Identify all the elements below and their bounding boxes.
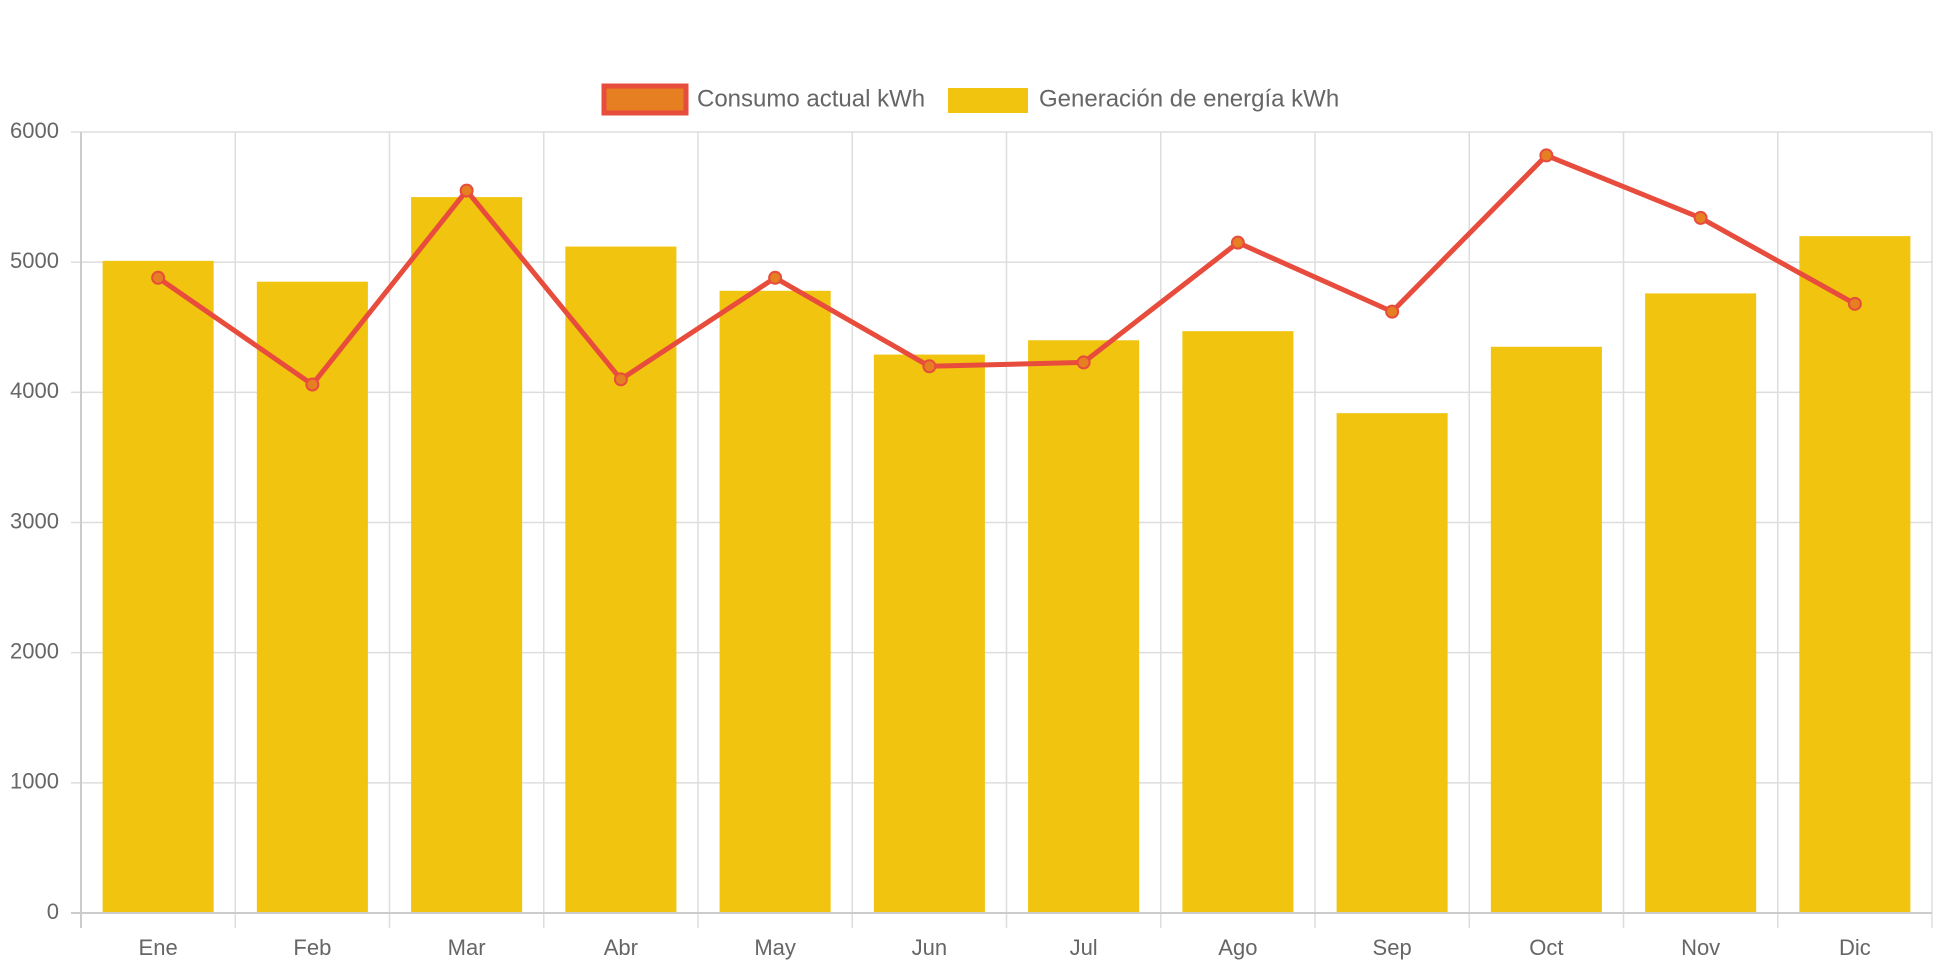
x-tick-label-dic: Dic <box>1839 935 1871 960</box>
point-nov <box>1693 210 1708 225</box>
bar-may <box>719 290 831 913</box>
x-tick-label-oct: Oct <box>1529 935 1563 960</box>
y-tick-label: 1000 <box>10 769 59 794</box>
x-tick-label-abr: Abr <box>604 935 638 960</box>
point-dic <box>1847 296 1862 311</box>
bar-sep <box>1336 413 1448 913</box>
bar-mar <box>411 197 523 914</box>
x-tick-label-mar: Mar <box>448 935 486 960</box>
y-tick-label: 3000 <box>10 508 59 533</box>
legend-item-consumo[interactable]: Consumo actual kWh <box>601 83 925 116</box>
point-ene <box>151 270 166 285</box>
bar-dic <box>1799 236 1911 914</box>
x-tick-label-ago: Ago <box>1218 935 1257 960</box>
legend-item-generacion[interactable]: Generación de energía kWh <box>948 85 1339 113</box>
bar-nov <box>1645 293 1757 913</box>
point-may <box>768 270 783 285</box>
bar-feb <box>256 281 368 914</box>
grid <box>71 131 1933 928</box>
y-tick-label: 4000 <box>10 378 59 403</box>
consumo-line <box>156 152 1857 388</box>
point-abr <box>613 372 628 387</box>
point-sep <box>1385 304 1400 319</box>
bar-jul <box>1028 340 1140 913</box>
bar-abr <box>565 246 677 914</box>
point-oct <box>1539 148 1554 163</box>
y-tick-label: 0 <box>47 899 59 924</box>
x-tick-label-feb: Feb <box>293 935 331 960</box>
point-jul <box>1076 355 1091 370</box>
x-tick-label-nov: Nov <box>1681 935 1720 960</box>
point-jun <box>922 359 937 374</box>
x-tick-label-jul: Jul <box>1070 935 1098 960</box>
x-tick-label-ene: Ene <box>139 935 178 960</box>
point-mar <box>459 183 474 198</box>
x-tick-label-sep: Sep <box>1373 935 1412 960</box>
legend-swatch-generacion <box>948 88 1028 113</box>
y-tick-label: 6000 <box>10 118 59 143</box>
bar-series <box>102 197 1911 914</box>
bar-jun <box>873 354 985 914</box>
point-ago <box>1230 235 1245 250</box>
line-series <box>151 148 1862 392</box>
bar-ene <box>102 260 214 913</box>
legend-label-generacion: Generación de energía kWh <box>1039 85 1339 112</box>
y-tick-label: 5000 <box>10 248 59 273</box>
x-tick-label-may: May <box>754 935 796 960</box>
y-tick-label: 2000 <box>10 638 59 663</box>
point-feb <box>305 377 320 392</box>
legend-swatch-consumo <box>601 83 689 116</box>
x-tick-label-jun: Jun <box>912 935 947 960</box>
bar-ago <box>1182 331 1294 913</box>
axes: 0 1000 2000 3000 4000 5000 6000 Ene Feb Mar Abr May… <box>10 118 1932 960</box>
legend: Consumo actual kWh Generación de energía… <box>601 83 1339 116</box>
legend-label-consumo: Consumo actual kWh <box>697 85 925 112</box>
bar-oct <box>1490 346 1602 913</box>
